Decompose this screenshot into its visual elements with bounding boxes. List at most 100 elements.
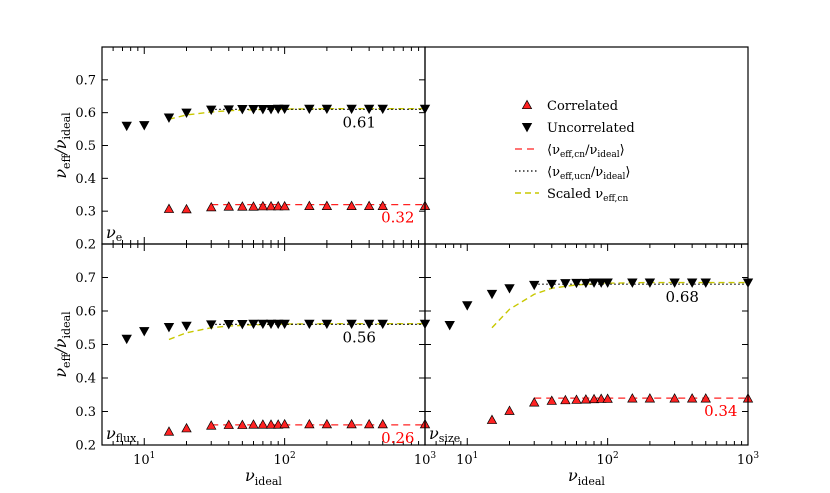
- correlated-point-size: [669, 393, 680, 403]
- uncorrelated-point-flux: [257, 319, 269, 330]
- y-axis-label-eff: eff: [60, 352, 73, 368]
- uncorrelated-point-size: [560, 279, 571, 289]
- correlated-point-size: [602, 393, 613, 403]
- y-axis-label-nu2: ν: [51, 139, 70, 149]
- uncorrelated-point-e: [223, 105, 234, 115]
- reference-lines: [168, 108, 748, 426]
- uncorrelated-point-size: [602, 278, 613, 288]
- uncorrelated-point-e: [279, 104, 290, 115]
- uncorrelated-point-size: [504, 284, 515, 294]
- uncorrelated-point-size: [529, 280, 540, 291]
- panel-frame-top-left: [101, 46, 426, 245]
- y-tick-label: 0.7: [75, 73, 96, 88]
- uncorrelated-point-flux: [321, 319, 333, 330]
- y-axis-label-slash: /: [51, 347, 70, 356]
- correlated-point-flux: [181, 422, 192, 433]
- uncorrelated-point-flux: [206, 320, 217, 330]
- correlated-point-flux: [163, 426, 175, 436]
- correlated-point-e: [181, 203, 192, 214]
- x-tick-exponent: 1: [150, 451, 156, 461]
- y-axis-label-ideal: ideal: [60, 311, 73, 339]
- uncorrelated-point-flux: [121, 334, 132, 345]
- legend-label-sub: eff,ucn: [560, 172, 591, 182]
- uncorrelated-point-size: [444, 321, 455, 331]
- correlated-point-flux: [304, 418, 315, 429]
- uncorrelated-point-e: [237, 105, 248, 115]
- correlated-point-size: [560, 394, 571, 405]
- uncorrelated-point-flux: [363, 319, 375, 330]
- uncorrelated-point-size: [580, 278, 592, 289]
- correlated-point-size: [588, 393, 600, 404]
- x-axis-label-sub: ideal: [578, 475, 606, 488]
- uncorrelated-point-flux: [237, 320, 248, 330]
- y-axis-label-nu: ν: [51, 169, 70, 179]
- correlated-point-size: [644, 393, 656, 403]
- correlated-point-flux: [273, 419, 284, 429]
- panel-label-flux: νflux: [106, 424, 137, 445]
- x-tick-label: 102: [273, 451, 295, 468]
- legend-label-4: Scaled νeff,cn: [547, 187, 628, 204]
- uncorrelated-point-flux: [304, 319, 315, 330]
- uncorrelated-point-size: [700, 278, 711, 288]
- uncorrelated-point-size: [462, 301, 473, 311]
- legend-label-post: ⟩: [625, 165, 630, 180]
- y-tick-label: 0.6: [75, 305, 96, 320]
- uncorrelated-point-e: [181, 108, 192, 118]
- panel-frame-bottom-left: [101, 243, 426, 446]
- y-tick-label: 0.5: [75, 338, 96, 353]
- uncorrelated-point-e: [257, 105, 269, 115]
- legend-label-pre: ⟨ν: [547, 143, 560, 158]
- uncorrelated-point-size: [644, 278, 656, 288]
- legend-label-sub2: ideal: [603, 172, 625, 182]
- y-axis-label-slash: /: [51, 148, 70, 157]
- legend-correlated-marker: [521, 99, 533, 110]
- correlated-point-flux: [265, 419, 277, 429]
- correlated-point-size: [546, 395, 557, 405]
- legend-label-3: ⟨νeff,ucn/νideal⟩: [547, 165, 630, 182]
- correlated-point-e: [321, 200, 333, 210]
- legend-label-mid: /ν: [585, 143, 597, 158]
- correlated-point-flux: [206, 420, 217, 430]
- legend-label-sub2: ideal: [597, 150, 619, 160]
- uncorrelated-point-e: [163, 113, 175, 123]
- correlated-point-flux: [279, 418, 290, 429]
- panel-label-nu: ν: [429, 424, 439, 443]
- panel-label-e: νe: [106, 223, 122, 244]
- uncorrelated-point-flux: [279, 319, 290, 330]
- correlated-point-e: [346, 200, 357, 210]
- correlated-point-e: [377, 200, 388, 210]
- legend-label-1: Uncorrelated: [547, 121, 635, 136]
- x-tick-exponent: 3: [430, 451, 436, 461]
- correlated-point-e: [163, 203, 175, 213]
- legend-label-post: ⟩: [620, 143, 625, 158]
- y-axis-label: νeff/νideal: [51, 311, 73, 378]
- uncorrelated-point-size: [486, 289, 498, 300]
- uncorrelated-point-size: [571, 278, 582, 289]
- correlated-point-size: [700, 393, 711, 403]
- uncorrelated-point-flux: [139, 327, 150, 337]
- correlated-point-flux: [248, 419, 259, 429]
- correlated-point-e: [363, 200, 375, 210]
- x-axis-label: νideal: [568, 466, 605, 488]
- legend-label-mid: /ν: [591, 165, 603, 180]
- correlated-point-e: [279, 200, 290, 211]
- mean-correlated-label-e: 0.32: [381, 209, 414, 227]
- correlated-point-e: [248, 201, 259, 211]
- correlated-point-size: [486, 414, 498, 424]
- x-tick-base: 10: [456, 453, 473, 468]
- y-tick-label: 0.7: [75, 271, 96, 286]
- mean-correlated-label-size: 0.34: [704, 402, 737, 420]
- x-axis-label-sub: ideal: [255, 475, 283, 488]
- uncorrelated-point-e: [346, 104, 357, 115]
- y-tick-label: 0.5: [75, 139, 96, 154]
- x-tick-label: 101: [133, 451, 155, 468]
- y-axis-label-nu2: ν: [51, 338, 70, 348]
- x-axis-label-main: ν: [245, 466, 255, 485]
- mean-uncorrelated-label-e: 0.61: [343, 113, 376, 131]
- uncorrelated-point-flux: [248, 319, 259, 330]
- mean-correlated-label-flux: 0.26: [381, 429, 414, 447]
- uncorrelated-point-flux: [223, 320, 234, 330]
- x-axis-label-main: ν: [568, 466, 578, 485]
